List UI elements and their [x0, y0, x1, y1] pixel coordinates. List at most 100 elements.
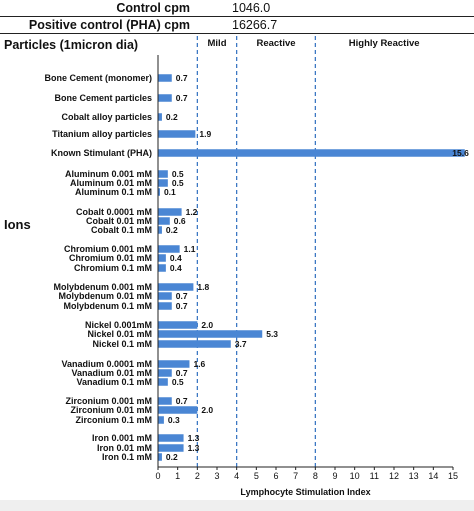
- bar: [158, 330, 263, 338]
- bar: [158, 179, 168, 187]
- value-label: 1.8: [197, 282, 209, 292]
- category-label: Titanium alloy particles: [52, 129, 152, 139]
- category-label: Nickel 0.1 mM: [92, 339, 152, 349]
- category-label: Vanadium 0.0001 mM: [61, 359, 152, 369]
- header-divider: [0, 33, 474, 34]
- control-cpm-label: Control cpm: [116, 1, 190, 15]
- value-label: 0.1: [164, 187, 176, 197]
- category-label: Bone Cement particles: [54, 93, 152, 103]
- value-label: 2.0: [201, 320, 213, 330]
- category-label: Vanadium 0.1 mM: [76, 377, 152, 387]
- category-label: Zirconium 0.01 mM: [70, 405, 152, 415]
- summary-header: Control cpm 1046.0 Positive control (PHA…: [0, 0, 474, 34]
- x-axis-title: Lymphocyte Stimulation Index: [240, 487, 370, 497]
- zone-labels: Mild Reactive Highly Reactive: [208, 38, 420, 49]
- category-label: Aluminum 0.01 mM: [70, 178, 152, 188]
- category-label: Nickel 0.001mM: [85, 320, 152, 330]
- x-tick-label: 14: [428, 471, 438, 481]
- value-label: 0.7: [176, 301, 188, 311]
- x-tick-label: 4: [234, 471, 239, 481]
- bar: [158, 321, 198, 329]
- positive-control-row: Positive control (PHA) cpm 16266.7: [0, 18, 474, 33]
- x-tick-label: 15: [448, 471, 458, 481]
- bar: [158, 444, 184, 452]
- value-label: 0.6: [174, 216, 186, 226]
- x-axis: 0 1 2 3 4 5 6 7 8 9 10 11 12 13 14 15: [155, 55, 458, 481]
- bar: [158, 369, 172, 377]
- value-label: 1.2: [186, 207, 198, 217]
- bar: [158, 397, 172, 405]
- x-tick-label: 0: [155, 471, 160, 481]
- x-tick-label: 8: [313, 471, 318, 481]
- value-label: 3.7: [235, 339, 247, 349]
- value-label: 1.3: [188, 443, 200, 453]
- category-label: Aluminum 0.1 mM: [75, 187, 152, 197]
- category-label: Cobalt 0.0001 mM: [76, 207, 152, 217]
- x-tick-label: 12: [389, 471, 399, 481]
- positive-control-label: Positive control (PHA) cpm: [28, 18, 190, 32]
- x-tick-label: 3: [214, 471, 219, 481]
- value-label: 0.2: [166, 452, 178, 462]
- zone-label: Highly Reactive: [349, 38, 420, 49]
- bar: [158, 245, 180, 253]
- bar: [158, 292, 172, 300]
- category-label: Iron 0.1 mM: [102, 452, 152, 462]
- category-label: Iron 0.01 mM: [97, 443, 152, 453]
- bar: [158, 94, 172, 102]
- threshold-lines: [196, 36, 316, 467]
- category-label: Zirconium 0.001 mM: [65, 396, 152, 406]
- control-cpm-row: Control cpm 1046.0: [0, 1, 474, 16]
- bars: [158, 74, 465, 461]
- category-label: Vanadium 0.01 mM: [71, 368, 152, 378]
- category-label: Cobalt 0.01 mM: [86, 216, 152, 226]
- bar: [158, 283, 194, 291]
- value-label: 0.4: [170, 253, 182, 263]
- value-label: 0.2: [166, 225, 178, 235]
- category-label: Cobalt 0.1 mM: [91, 225, 152, 235]
- value-label: 0.7: [176, 291, 188, 301]
- category-label: Cobalt alloy particles: [61, 112, 152, 122]
- bar: [158, 406, 198, 414]
- bar: [158, 149, 465, 157]
- value-label: 0.3: [168, 415, 180, 425]
- bar: [158, 170, 168, 178]
- zone-label: Mild: [208, 38, 227, 49]
- x-tick-label: 10: [350, 471, 360, 481]
- bar: [158, 416, 164, 424]
- value-label: 1.3: [188, 433, 200, 443]
- bar: [158, 302, 172, 310]
- category-label: Molybdenum 0.01 mM: [58, 291, 152, 301]
- category-label: Known Stimulant (PHA): [51, 148, 152, 158]
- bar: [158, 264, 166, 272]
- bar: [158, 340, 231, 348]
- value-label: 0.5: [172, 377, 184, 387]
- bar: [158, 453, 162, 461]
- category-label: Molybdenum 0.001 mM: [53, 282, 152, 292]
- bar: [158, 74, 172, 82]
- bar: [158, 130, 196, 138]
- bar: [158, 226, 162, 234]
- value-label: 0.4: [170, 263, 182, 273]
- category-label: Chromium 0.01 mM: [69, 253, 152, 263]
- x-tick-label: 9: [332, 471, 337, 481]
- value-label: 0.5: [172, 169, 184, 179]
- x-tick-label: 11: [370, 471, 379, 481]
- ions-group-label: Ions: [4, 217, 31, 232]
- bar: [158, 208, 182, 216]
- value-label: 1.6: [193, 359, 205, 369]
- bar: [158, 360, 190, 368]
- control-cpm-value: 1046.0: [232, 1, 271, 15]
- bar: [158, 254, 166, 262]
- value-label: 1.1: [184, 244, 196, 254]
- value-label: 0.7: [176, 73, 188, 83]
- x-tick-label: 5: [254, 471, 259, 481]
- bar: [158, 113, 162, 121]
- category-label: Chromium 0.001 mM: [64, 244, 152, 254]
- value-label: 0.7: [176, 368, 188, 378]
- section-title: Particles (1micron dia): [4, 38, 139, 52]
- category-labels: Bone Cement (monomer) Bone Cement particl…: [44, 73, 152, 462]
- header-divider: [0, 16, 474, 17]
- value-label: 0.5: [172, 178, 184, 188]
- category-label: Molybdenum 0.1 mM: [63, 301, 152, 311]
